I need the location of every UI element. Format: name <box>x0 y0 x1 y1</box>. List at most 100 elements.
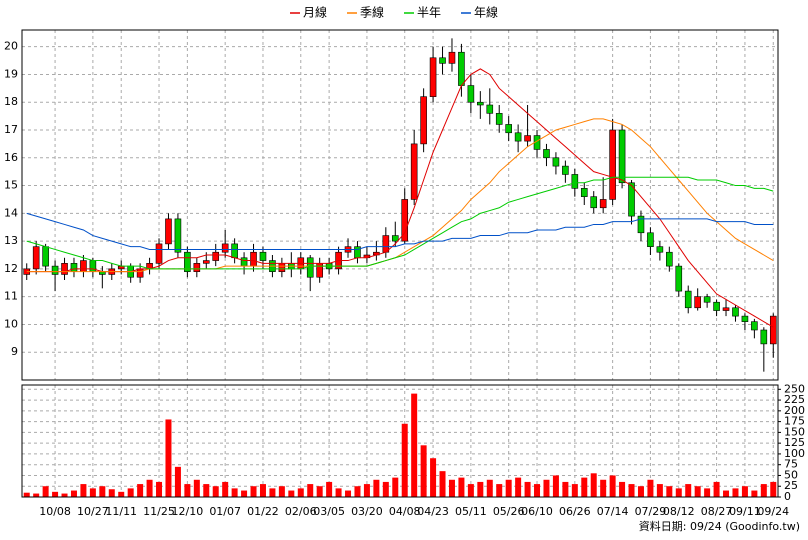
candle-body <box>306 257 314 278</box>
volume-bar <box>278 486 285 497</box>
x-tick-label: 05/11 <box>455 505 487 518</box>
volume-bar <box>269 488 276 497</box>
y2-tick-label: 250 <box>784 382 805 395</box>
y2-tick-label: 200 <box>784 404 805 417</box>
volume-bar <box>619 481 626 497</box>
y-tick-label: 9 <box>11 345 18 358</box>
volume-bar <box>345 490 352 497</box>
volume-bar <box>515 477 522 497</box>
volume-bar <box>146 479 153 497</box>
candle-body <box>609 129 616 200</box>
volume-bar <box>458 477 465 497</box>
legend-label: 季線 <box>360 5 384 20</box>
volume-bar <box>316 486 323 497</box>
candle-body <box>250 251 257 267</box>
x-tick-label: 11/11 <box>105 505 137 518</box>
volume-bar <box>259 484 266 497</box>
x-tick-label: 07/29 <box>635 505 667 518</box>
candle-body <box>202 260 210 264</box>
volume-bar <box>562 481 569 497</box>
volume-bar <box>675 488 682 497</box>
candle-body <box>439 57 446 64</box>
moving-average-line <box>26 212 774 250</box>
volume-bar <box>70 490 77 497</box>
candle-body <box>193 263 201 272</box>
y-tick-label: 17 <box>4 123 18 136</box>
candle-body <box>32 246 40 270</box>
volume-bar <box>770 481 777 497</box>
volume-bar <box>666 486 673 497</box>
candle-body <box>524 135 531 142</box>
x-tick-label: 06/26 <box>559 505 591 518</box>
candle-body <box>458 51 465 86</box>
candle-body <box>628 182 635 217</box>
volume-bar <box>89 488 96 497</box>
candle-body <box>495 113 503 125</box>
volume-bar <box>392 477 399 497</box>
volume-bar <box>581 477 588 497</box>
volume-bar <box>52 491 59 497</box>
y2-tick-label: 100 <box>784 447 805 460</box>
candle-body <box>448 51 456 64</box>
x-tick-label: 08/27 <box>701 505 733 518</box>
volume-bar <box>137 484 144 497</box>
volume-bar <box>448 479 455 497</box>
candle-body <box>675 265 683 292</box>
volume-bar <box>760 484 767 497</box>
candle-body <box>666 251 673 267</box>
y-tick-label: 11 <box>4 290 18 303</box>
volume-bar <box>713 481 720 497</box>
volume-bar <box>250 486 257 497</box>
x-tick-label: 01/07 <box>209 505 241 518</box>
volume-bar <box>23 492 30 497</box>
volume-bar <box>288 490 295 497</box>
candle-body <box>51 265 59 275</box>
x-tick-label: 01/22 <box>247 505 279 518</box>
volume-bar <box>401 423 408 497</box>
candle-body <box>155 243 163 264</box>
candle-body <box>769 315 777 345</box>
volume-bar <box>496 484 503 497</box>
candle-body <box>259 251 267 261</box>
volume-bar <box>61 493 68 497</box>
volume-bar <box>363 484 370 497</box>
y-tick-label: 19 <box>4 67 18 80</box>
candle-body <box>751 321 758 331</box>
volume-bar <box>297 488 304 497</box>
candle-body <box>80 260 87 272</box>
volume-bar <box>99 486 106 497</box>
candle-body <box>703 296 711 303</box>
candle-body <box>552 157 560 167</box>
volume-bar <box>307 484 314 497</box>
y2-tick-label: 175 <box>784 415 805 428</box>
x-tick-label: 04/08 <box>389 505 421 518</box>
mark-layer <box>23 38 777 497</box>
candle-body <box>514 132 522 142</box>
candle-body <box>543 149 550 159</box>
volume-bar <box>373 479 380 497</box>
x-tick-label: 12/10 <box>172 505 204 518</box>
candle-body <box>221 243 229 253</box>
x-tick-label: 04/23 <box>417 505 449 518</box>
x-tick-label: 11/25 <box>143 505 175 518</box>
candle-body <box>760 329 768 345</box>
volume-bar <box>430 458 437 497</box>
volume-bar <box>203 484 210 497</box>
x-tick-label: 10/08 <box>39 505 71 518</box>
candle-body <box>136 268 144 278</box>
candle-body <box>316 263 323 278</box>
volume-bar <box>571 484 578 497</box>
candle-body <box>732 307 739 317</box>
candle-body <box>637 215 645 234</box>
x-tick-label: 09/11 <box>729 505 761 518</box>
y2-tick-label: 25 <box>784 479 798 492</box>
y-tick-label: 18 <box>4 95 18 108</box>
volume-bar <box>505 479 512 497</box>
y-tick-label: 16 <box>4 151 18 164</box>
y2-tick-label: 125 <box>784 436 805 449</box>
volume-bar <box>637 486 644 497</box>
y2-tick-label: 225 <box>784 393 805 406</box>
legend-label: 月線 <box>303 5 327 20</box>
volume-bar <box>335 488 342 497</box>
